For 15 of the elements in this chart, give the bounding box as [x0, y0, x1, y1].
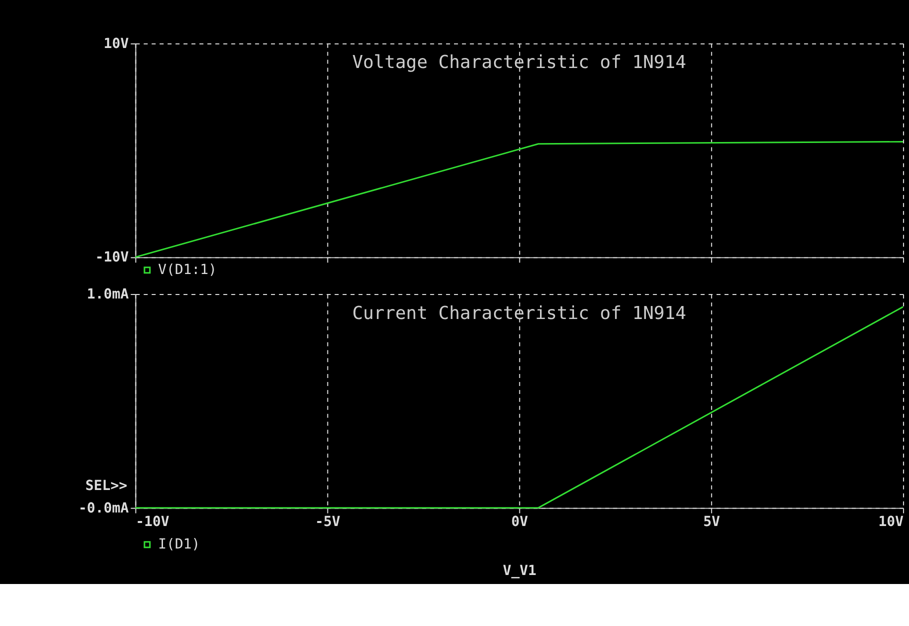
- text: Current Characteristic of 1N914: [352, 302, 686, 324]
- x-tick-label: 5V: [703, 514, 720, 530]
- text: Voltage Characteristic of 1N914: [352, 52, 686, 74]
- x-tick-label: 0V: [511, 514, 528, 530]
- text: SEL>>: [85, 478, 128, 494]
- y-tick-label: -0.0mA: [78, 500, 130, 516]
- x-axis-title: V_V1: [502, 562, 536, 579]
- legend-label: V(D1:1): [158, 262, 217, 278]
- x-tick-label: -5V: [315, 514, 340, 530]
- legend-label: I(D1): [158, 536, 200, 553]
- x-tick-label: 10V: [878, 514, 904, 530]
- y-tick-label: 10V: [104, 36, 129, 52]
- x-tick-label: -10V: [136, 514, 170, 530]
- y-tick-label: -10V: [95, 250, 129, 266]
- y-tick-label: 1.0mA: [86, 286, 130, 302]
